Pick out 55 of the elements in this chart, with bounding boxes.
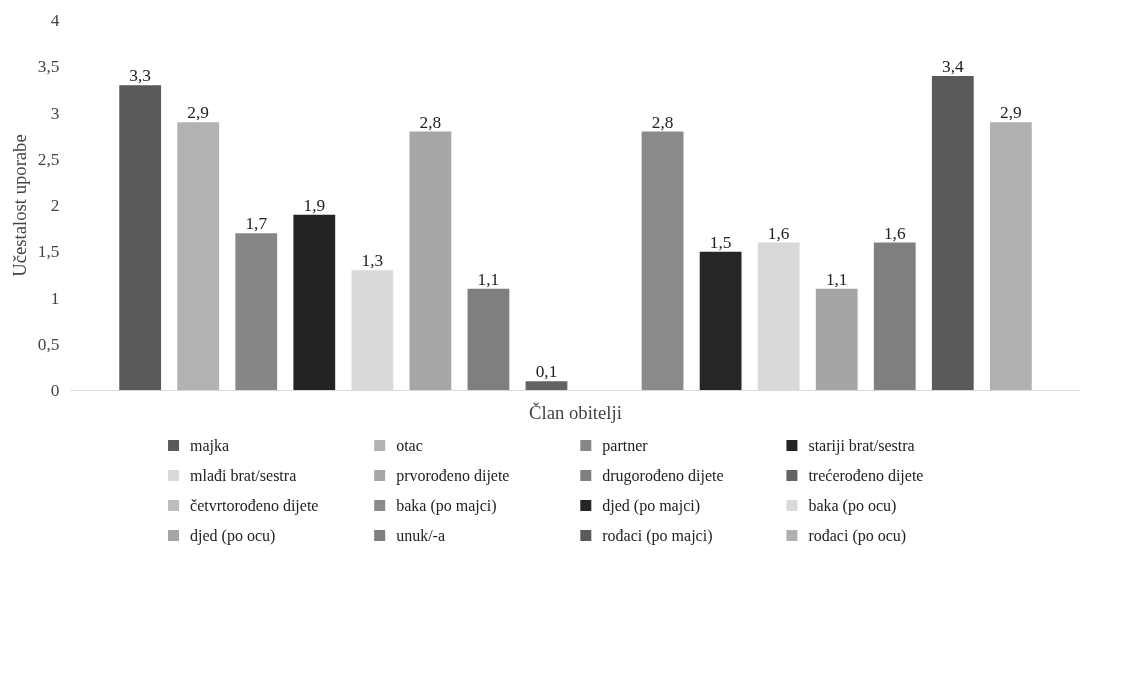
y-tick-label: 3,5 — [37, 57, 60, 77]
legend-label: četvrtorođeno dijete — [190, 497, 319, 515]
bar — [235, 233, 278, 391]
legend-label: prvorođeno dijete — [396, 467, 510, 485]
bar — [525, 381, 568, 391]
bar — [815, 288, 858, 391]
data-label: 3,3 — [129, 66, 151, 86]
legend-label: rođaci (po ocu) — [808, 527, 907, 545]
bar — [293, 214, 336, 391]
legend-label: baka (po ocu) — [808, 497, 897, 515]
y-tick-label: 0 — [50, 381, 60, 400]
data-label: 2,9 — [187, 103, 210, 123]
legend-label: mlađi brat/sestra — [190, 467, 297, 484]
y-tick-label: 3 — [50, 103, 60, 123]
legend-label: trećerođeno dijete — [808, 467, 924, 485]
y-tick-label: 1 — [50, 288, 60, 308]
bar — [119, 85, 162, 391]
bar — [989, 122, 1032, 391]
bar — [699, 251, 742, 391]
data-label: 1,3 — [361, 251, 384, 271]
legend-label: stariji brat/sestra — [808, 437, 915, 455]
legend-label: djed (po majci) — [602, 497, 701, 515]
bar — [873, 242, 916, 391]
y-tick-label: 2,5 — [37, 149, 60, 169]
bar — [931, 76, 974, 391]
legend-label: partner — [602, 437, 649, 455]
bar — [409, 131, 452, 391]
data-label: 1,1 — [477, 269, 500, 289]
legend-label: unuk/-a — [396, 527, 446, 544]
y-tick-label: 0,5 — [37, 334, 60, 354]
legend-label: djed (po ocu) — [190, 527, 276, 545]
data-label: 0,1 — [535, 362, 558, 382]
data-label: 1,6 — [767, 223, 790, 243]
data-label: 2,8 — [419, 112, 442, 132]
bar — [177, 122, 220, 391]
data-label: 1,5 — [709, 232, 732, 252]
legend-label: baka (po majci) — [396, 497, 497, 515]
data-label: 2,9 — [1000, 103, 1022, 123]
data-label: 3,4 — [941, 57, 964, 76]
data-label: 1,9 — [303, 195, 326, 215]
y-tick-label: 2 — [50, 196, 60, 215]
data-label: 2,8 — [651, 112, 674, 132]
y-tick-label: 4 — [50, 11, 60, 30]
data-label: 1,1 — [825, 269, 848, 289]
bar — [641, 131, 684, 391]
legend-label: majka — [190, 437, 230, 455]
x-axis-title: Član obitelji — [529, 401, 622, 423]
bar — [467, 288, 510, 391]
data-label: 1,7 — [245, 214, 268, 234]
y-axis-title: Učestalost uporabe — [8, 134, 30, 277]
y-tick-label: 1,5 — [37, 242, 60, 262]
legend-label: rođaci (po majci) — [602, 527, 713, 545]
data-label: 1,6 — [883, 223, 906, 243]
legend-label: drugorođeno dijete — [602, 467, 724, 485]
legend-label: otac — [396, 437, 423, 454]
